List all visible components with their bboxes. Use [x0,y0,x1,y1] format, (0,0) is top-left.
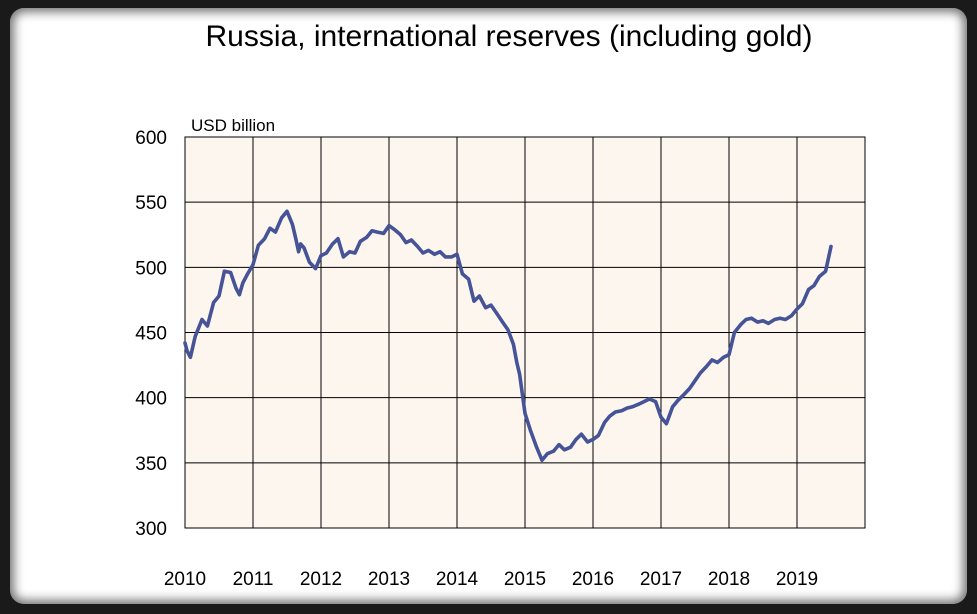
x-tick-label: 2019 [776,569,818,590]
y-axis-ticks: 300 350 400 450 500 550 600 [135,128,167,540]
x-tick-label: 2014 [436,569,479,590]
y-tick-label: 350 [135,454,167,475]
y-tick-label: 600 [135,128,167,149]
x-tick-label: 2015 [504,569,546,590]
unit-label: USD billion [191,116,275,135]
x-tick-label: 2018 [708,569,750,590]
x-tick-label: 2010 [164,569,206,590]
y-tick-label: 500 [135,258,167,279]
x-tick-label: 2011 [233,569,274,590]
y-tick-label: 400 [135,389,167,410]
x-tick-label: 2012 [300,569,342,590]
grid [184,136,865,529]
x-tick-label: 2017 [640,569,682,590]
y-tick-label: 550 [135,193,167,214]
x-tick-label: 2013 [368,569,410,590]
series-line-reserves [183,209,833,462]
x-axis-ticks: 2010 2011 2012 2013 2014 2015 2016 2017 2018 2019 [164,569,818,590]
y-tick-label: 450 [135,324,167,345]
x-tick-label: 2016 [572,569,614,590]
chart-title: Russia, international reserves (includin… [206,20,813,53]
y-tick-label: 300 [135,519,167,540]
